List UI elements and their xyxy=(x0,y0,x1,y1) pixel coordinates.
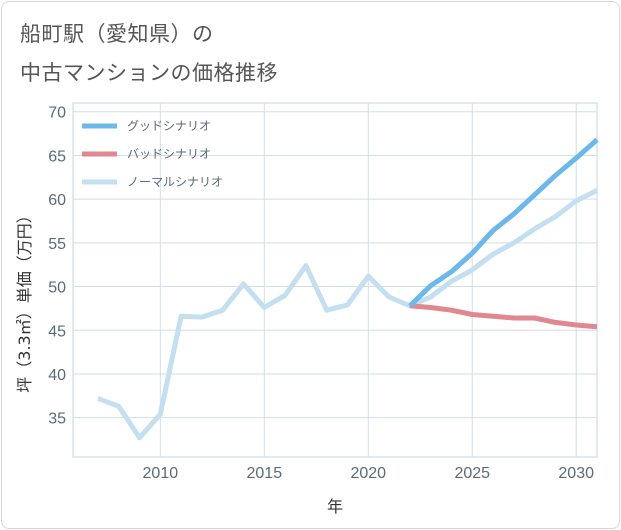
x-axis-title: 年 xyxy=(327,497,343,516)
page-title-line-2: 中古マンションの価格推移 xyxy=(20,61,278,85)
series-lines xyxy=(97,137,599,441)
page-title-line-1: 船町駅（愛知県）の xyxy=(20,22,214,46)
y-axis-title: 坪（3.3㎡）単価（万円） xyxy=(15,207,34,392)
y-tick-label: 60 xyxy=(48,192,66,209)
y-tick-label: 65 xyxy=(48,148,66,165)
x-tick-label: 2010 xyxy=(143,465,179,482)
series-line-1 xyxy=(408,137,599,308)
x-tick-label: 2030 xyxy=(558,465,594,482)
y-tick-label: 45 xyxy=(48,323,66,340)
series-line-3 xyxy=(97,188,599,441)
y-tick-label: 40 xyxy=(48,367,66,384)
axis-ticks: 2010 2015 2020 2025 2030 35 40 45 50 55 60 65 70 xyxy=(48,105,594,482)
legend-label: バッドシナリオ xyxy=(127,147,211,161)
x-tick-label: 2015 xyxy=(247,465,283,482)
series-line-2 xyxy=(409,303,598,330)
y-tick-label: 35 xyxy=(48,411,66,428)
y-tick-label: 55 xyxy=(48,236,66,253)
legend-label: ノーマルシナリオ xyxy=(127,175,223,189)
legend-label: グッドシナリオ xyxy=(127,119,211,133)
y-tick-label: 50 xyxy=(48,280,66,297)
x-tick-label: 2020 xyxy=(350,465,386,482)
x-tick-label: 2025 xyxy=(454,465,490,482)
y-tick-label: 70 xyxy=(48,105,66,122)
